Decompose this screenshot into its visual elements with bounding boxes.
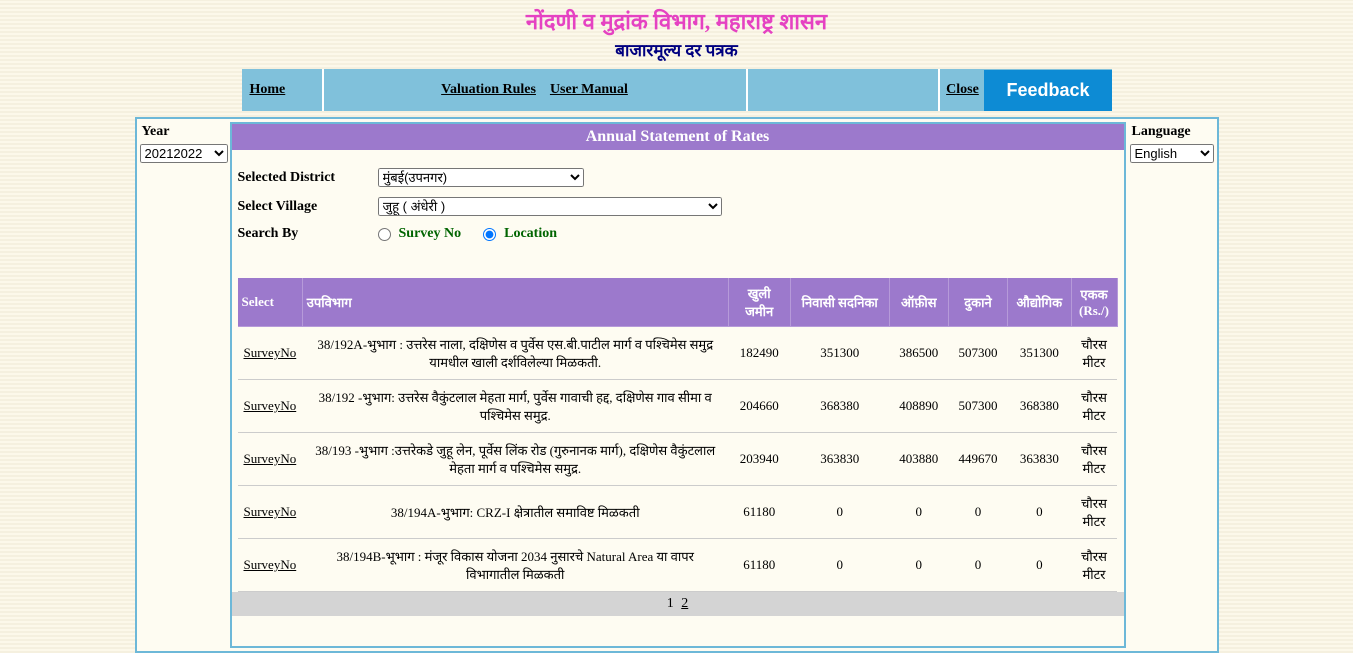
th-select: Select bbox=[238, 278, 303, 327]
cell-unit: चौरस मीटर bbox=[1071, 327, 1117, 380]
cell-industrial: 0 bbox=[1008, 486, 1071, 539]
cell-office: 408890 bbox=[889, 380, 948, 433]
cell-industrial: 368380 bbox=[1008, 380, 1071, 433]
surveyno-link[interactable]: SurveyNo bbox=[238, 539, 303, 592]
th-open-land: खुली जमीन bbox=[728, 278, 790, 327]
surveyno-link[interactable]: SurveyNo bbox=[238, 486, 303, 539]
sidebar-left: Year 20212022 bbox=[140, 122, 230, 648]
cell-office: 0 bbox=[889, 486, 948, 539]
language-label: Language bbox=[1130, 122, 1214, 144]
rates-table: Select उपविभाग खुली जमीन निवासी सदनिका ऑ… bbox=[238, 278, 1118, 592]
th-residential: निवासी सदनिका bbox=[790, 278, 889, 327]
page-title-main: नोंदणी व मुद्रांक विभाग, महाराष्ट्र शासन bbox=[0, 0, 1353, 36]
cell-industrial: 363830 bbox=[1008, 433, 1071, 486]
surveyno-link[interactable]: SurveyNo bbox=[238, 433, 303, 486]
cell-desc: 38/192 -भुभाग: उत्तरेस वैकुंटलाल मेहता म… bbox=[302, 380, 728, 433]
language-select[interactable]: English bbox=[1130, 144, 1214, 163]
surveyno-link[interactable]: SurveyNo bbox=[238, 327, 303, 380]
filters-block: Selected District मुंबई(उपनगर) Select Vi… bbox=[232, 150, 1124, 260]
cell-desc: 38/193 -भुभाग :उत्तरेकडे जुहू लेन, पूर्व… bbox=[302, 433, 728, 486]
th-subdivision: उपविभाग bbox=[302, 278, 728, 327]
village-label: Select Village bbox=[238, 199, 378, 215]
table-row: SurveyNo38/194B-भूभाग : मंजूर विकास योजन… bbox=[238, 539, 1118, 592]
page-title-sub: बाजारमूल्य दर पत्रक bbox=[0, 38, 1353, 61]
feedback-button[interactable]: Feedback bbox=[984, 70, 1111, 111]
cell-shop: 507300 bbox=[948, 327, 1007, 380]
cell-desc: 38/192A-भुभाग : उत्तरेस नाला, दक्षिणेस व… bbox=[302, 327, 728, 380]
page-current: 1 bbox=[667, 596, 674, 611]
th-unit: एकक (Rs./) bbox=[1071, 278, 1117, 327]
page-link-2[interactable]: 2 bbox=[681, 596, 688, 611]
main-container: Year 20212022 Annual Statement of Rates … bbox=[135, 117, 1219, 653]
cell-residential: 0 bbox=[790, 486, 889, 539]
year-select[interactable]: 20212022 bbox=[140, 144, 228, 163]
table-row: SurveyNo38/194A-भुभाग: CRZ-I क्षेत्रातील… bbox=[238, 486, 1118, 539]
cell-shop: 449670 bbox=[948, 433, 1007, 486]
navbar: Home Valuation Rules User Manual Close F… bbox=[242, 69, 1112, 111]
cell-desc: 38/194B-भूभाग : मंजूर विकास योजना 2034 न… bbox=[302, 539, 728, 592]
cell-shop: 507300 bbox=[948, 380, 1007, 433]
nav-close-link[interactable]: Close bbox=[946, 82, 979, 98]
cell-industrial: 0 bbox=[1008, 539, 1071, 592]
cell-unit: चौरस मीटर bbox=[1071, 380, 1117, 433]
cell-residential: 0 bbox=[790, 539, 889, 592]
center-column: Annual Statement of Rates Selected Distr… bbox=[230, 122, 1126, 648]
cell-unit: चौरस मीटर bbox=[1071, 539, 1117, 592]
th-shop: दुकाने bbox=[948, 278, 1007, 327]
table-row: SurveyNo38/193 -भुभाग :उत्तरेकडे जुहू ले… bbox=[238, 433, 1118, 486]
cell-office: 403880 bbox=[889, 433, 948, 486]
cell-shop: 0 bbox=[948, 486, 1007, 539]
location-radio-label[interactable]: Location bbox=[504, 226, 557, 242]
sidebar-right: Language English bbox=[1126, 122, 1214, 648]
cell-open-land: 203940 bbox=[728, 433, 790, 486]
district-select[interactable]: मुंबई(उपनगर) bbox=[378, 168, 584, 187]
cell-desc: 38/194A-भुभाग: CRZ-I क्षेत्रातील समाविष्… bbox=[302, 486, 728, 539]
cell-open-land: 204660 bbox=[728, 380, 790, 433]
cell-residential: 363830 bbox=[790, 433, 889, 486]
cell-unit: चौरस मीटर bbox=[1071, 433, 1117, 486]
cell-open-land: 182490 bbox=[728, 327, 790, 380]
year-label: Year bbox=[140, 122, 230, 144]
nav-valuation-rules-link[interactable]: Valuation Rules bbox=[441, 82, 536, 98]
searchby-label: Search By bbox=[238, 226, 378, 242]
table-row: SurveyNo38/192 -भुभाग: उत्तरेस वैकुंटलाल… bbox=[238, 380, 1118, 433]
nav-home-link[interactable]: Home bbox=[250, 82, 286, 98]
cell-shop: 0 bbox=[948, 539, 1007, 592]
cell-open-land: 61180 bbox=[728, 539, 790, 592]
nav-user-manual-link[interactable]: User Manual bbox=[550, 82, 628, 98]
pager: 1 2 bbox=[232, 592, 1124, 616]
th-industrial: औद्योगिक bbox=[1008, 278, 1071, 327]
cell-residential: 351300 bbox=[790, 327, 889, 380]
cell-office: 0 bbox=[889, 539, 948, 592]
cell-open-land: 61180 bbox=[728, 486, 790, 539]
cell-residential: 368380 bbox=[790, 380, 889, 433]
village-select[interactable]: जुहू ( अंधेरी ) bbox=[378, 197, 722, 216]
location-radio[interactable] bbox=[483, 228, 496, 241]
table-row: SurveyNo38/192A-भुभाग : उत्तरेस नाला, दक… bbox=[238, 327, 1118, 380]
cell-industrial: 351300 bbox=[1008, 327, 1071, 380]
district-label: Selected District bbox=[238, 170, 378, 186]
asr-heading: Annual Statement of Rates bbox=[232, 124, 1124, 150]
surveyno-radio-label[interactable]: Survey No bbox=[399, 226, 462, 242]
th-office: ऑफ़ीस bbox=[889, 278, 948, 327]
surveyno-link[interactable]: SurveyNo bbox=[238, 380, 303, 433]
cell-unit: चौरस मीटर bbox=[1071, 486, 1117, 539]
surveyno-radio[interactable] bbox=[378, 228, 391, 241]
cell-office: 386500 bbox=[889, 327, 948, 380]
